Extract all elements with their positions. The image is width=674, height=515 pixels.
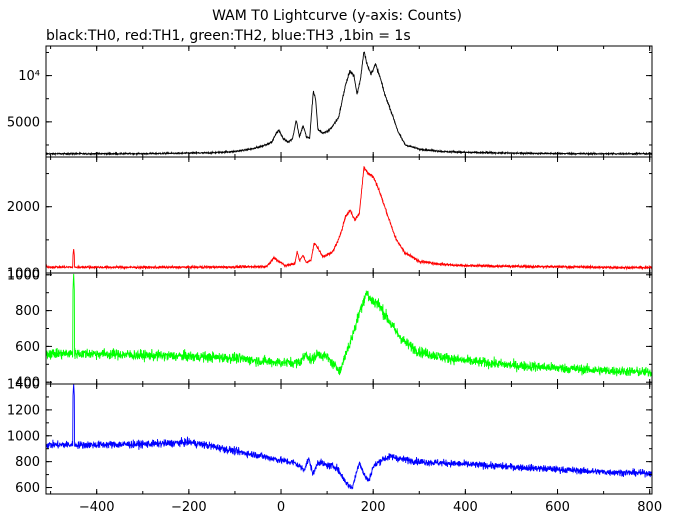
y-tick-label: 5000 xyxy=(7,115,40,130)
y-tick-label: 1000 xyxy=(7,429,40,444)
x-tick-label: 200 xyxy=(361,500,386,515)
y-tick-label: 10⁴ xyxy=(18,69,40,84)
y-tick-label: 800 xyxy=(15,304,40,319)
panel-th2: 400 600 800 1000 xyxy=(7,268,653,391)
x-tick-label: −400 xyxy=(79,500,115,515)
y-tick-label: 1000 xyxy=(7,268,40,283)
panel-frame-th3 xyxy=(45,383,653,495)
series-line-th0 xyxy=(46,51,652,157)
series-line-th3 xyxy=(46,384,652,490)
panel-frame-th0 xyxy=(45,45,653,158)
x-tick-label: −200 xyxy=(171,500,207,515)
panel-frame-th1 xyxy=(45,156,653,274)
chart-subtitle: black:TH0, red:TH1, green:TH2, blue:TH3 … xyxy=(46,28,411,44)
x-tick-label: 800 xyxy=(637,500,662,515)
x-tick-label: 600 xyxy=(545,500,570,515)
chart-title: WAM T0 Lightcurve (y-axis: Counts) xyxy=(212,8,462,24)
y-tick-label: 600 xyxy=(15,481,40,496)
x-tick-label: 0 xyxy=(277,500,285,515)
y-tick-label: 800 xyxy=(15,455,40,470)
panel-th0: 5000 10⁴ xyxy=(7,45,653,158)
series-line-th2 xyxy=(46,273,652,378)
y-tick-label: 400 xyxy=(15,376,40,391)
series-line-th1 xyxy=(46,166,652,271)
x-axis: −400 −200 0 200 400 600 800 xyxy=(79,500,662,515)
panels-group: 500010⁴100020004006008001000600800100012… xyxy=(7,45,653,496)
x-tick-label: 400 xyxy=(453,500,478,515)
y-tick-label: 1400 xyxy=(7,378,40,393)
y-tick-label: 2000 xyxy=(7,200,40,215)
y-tick-label: 1000 xyxy=(7,267,40,282)
panel-th3: 600 800 1000 1200 1400 xyxy=(7,378,653,496)
y-tick-label: 600 xyxy=(15,340,40,355)
panel-th1: 1000 2000 xyxy=(7,156,653,282)
y-tick-label: 1200 xyxy=(7,403,40,418)
